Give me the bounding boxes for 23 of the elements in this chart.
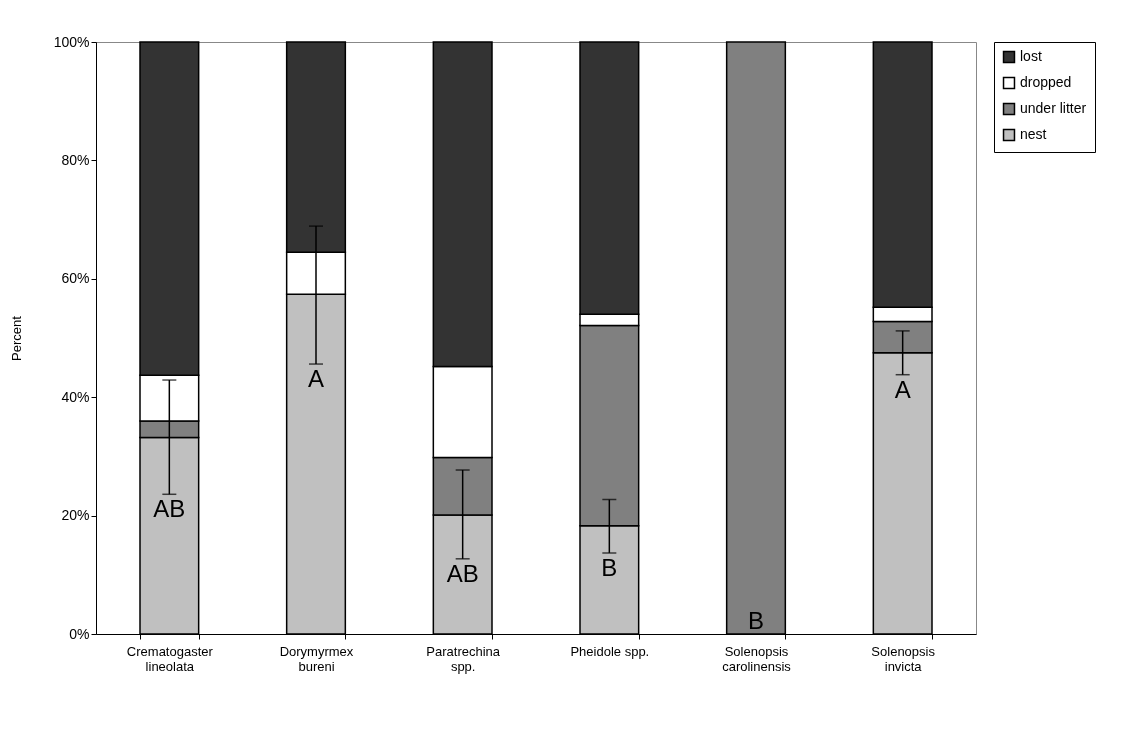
legend-label: nest xyxy=(1020,126,1047,142)
x-tick-label: Dorymyrmex bureni xyxy=(279,643,354,674)
y-tick-label: 0% xyxy=(69,625,90,642)
annotation: A xyxy=(307,365,325,393)
y-tick-label: 60% xyxy=(61,270,90,287)
y-tick-label: 100% xyxy=(53,33,90,50)
annotation: B xyxy=(601,553,618,581)
x-tick-label: Solenopsis invicta xyxy=(871,643,936,674)
annotation: A xyxy=(894,375,911,403)
legend-label: under litter xyxy=(1020,100,1087,116)
x-tick-label: Crematogaster lineolata xyxy=(126,643,214,674)
y-tick-label: 80% xyxy=(61,151,90,168)
y-tick-label: 20% xyxy=(61,507,90,524)
legend-label: dropped xyxy=(1020,74,1072,90)
y-axis-title: Percent xyxy=(8,315,24,361)
x-tick-label: Pheidole spp. xyxy=(570,643,650,659)
annotation: AB xyxy=(446,559,479,587)
y-tick-label: 40% xyxy=(61,388,90,405)
x-tick-label: Paratrechina spp. xyxy=(426,643,501,674)
annotation: B xyxy=(747,607,765,634)
annotation: AB xyxy=(153,495,186,523)
x-tick-label: Solenopsis carolinensis xyxy=(722,643,792,674)
legend-label: lost xyxy=(1020,48,1042,64)
